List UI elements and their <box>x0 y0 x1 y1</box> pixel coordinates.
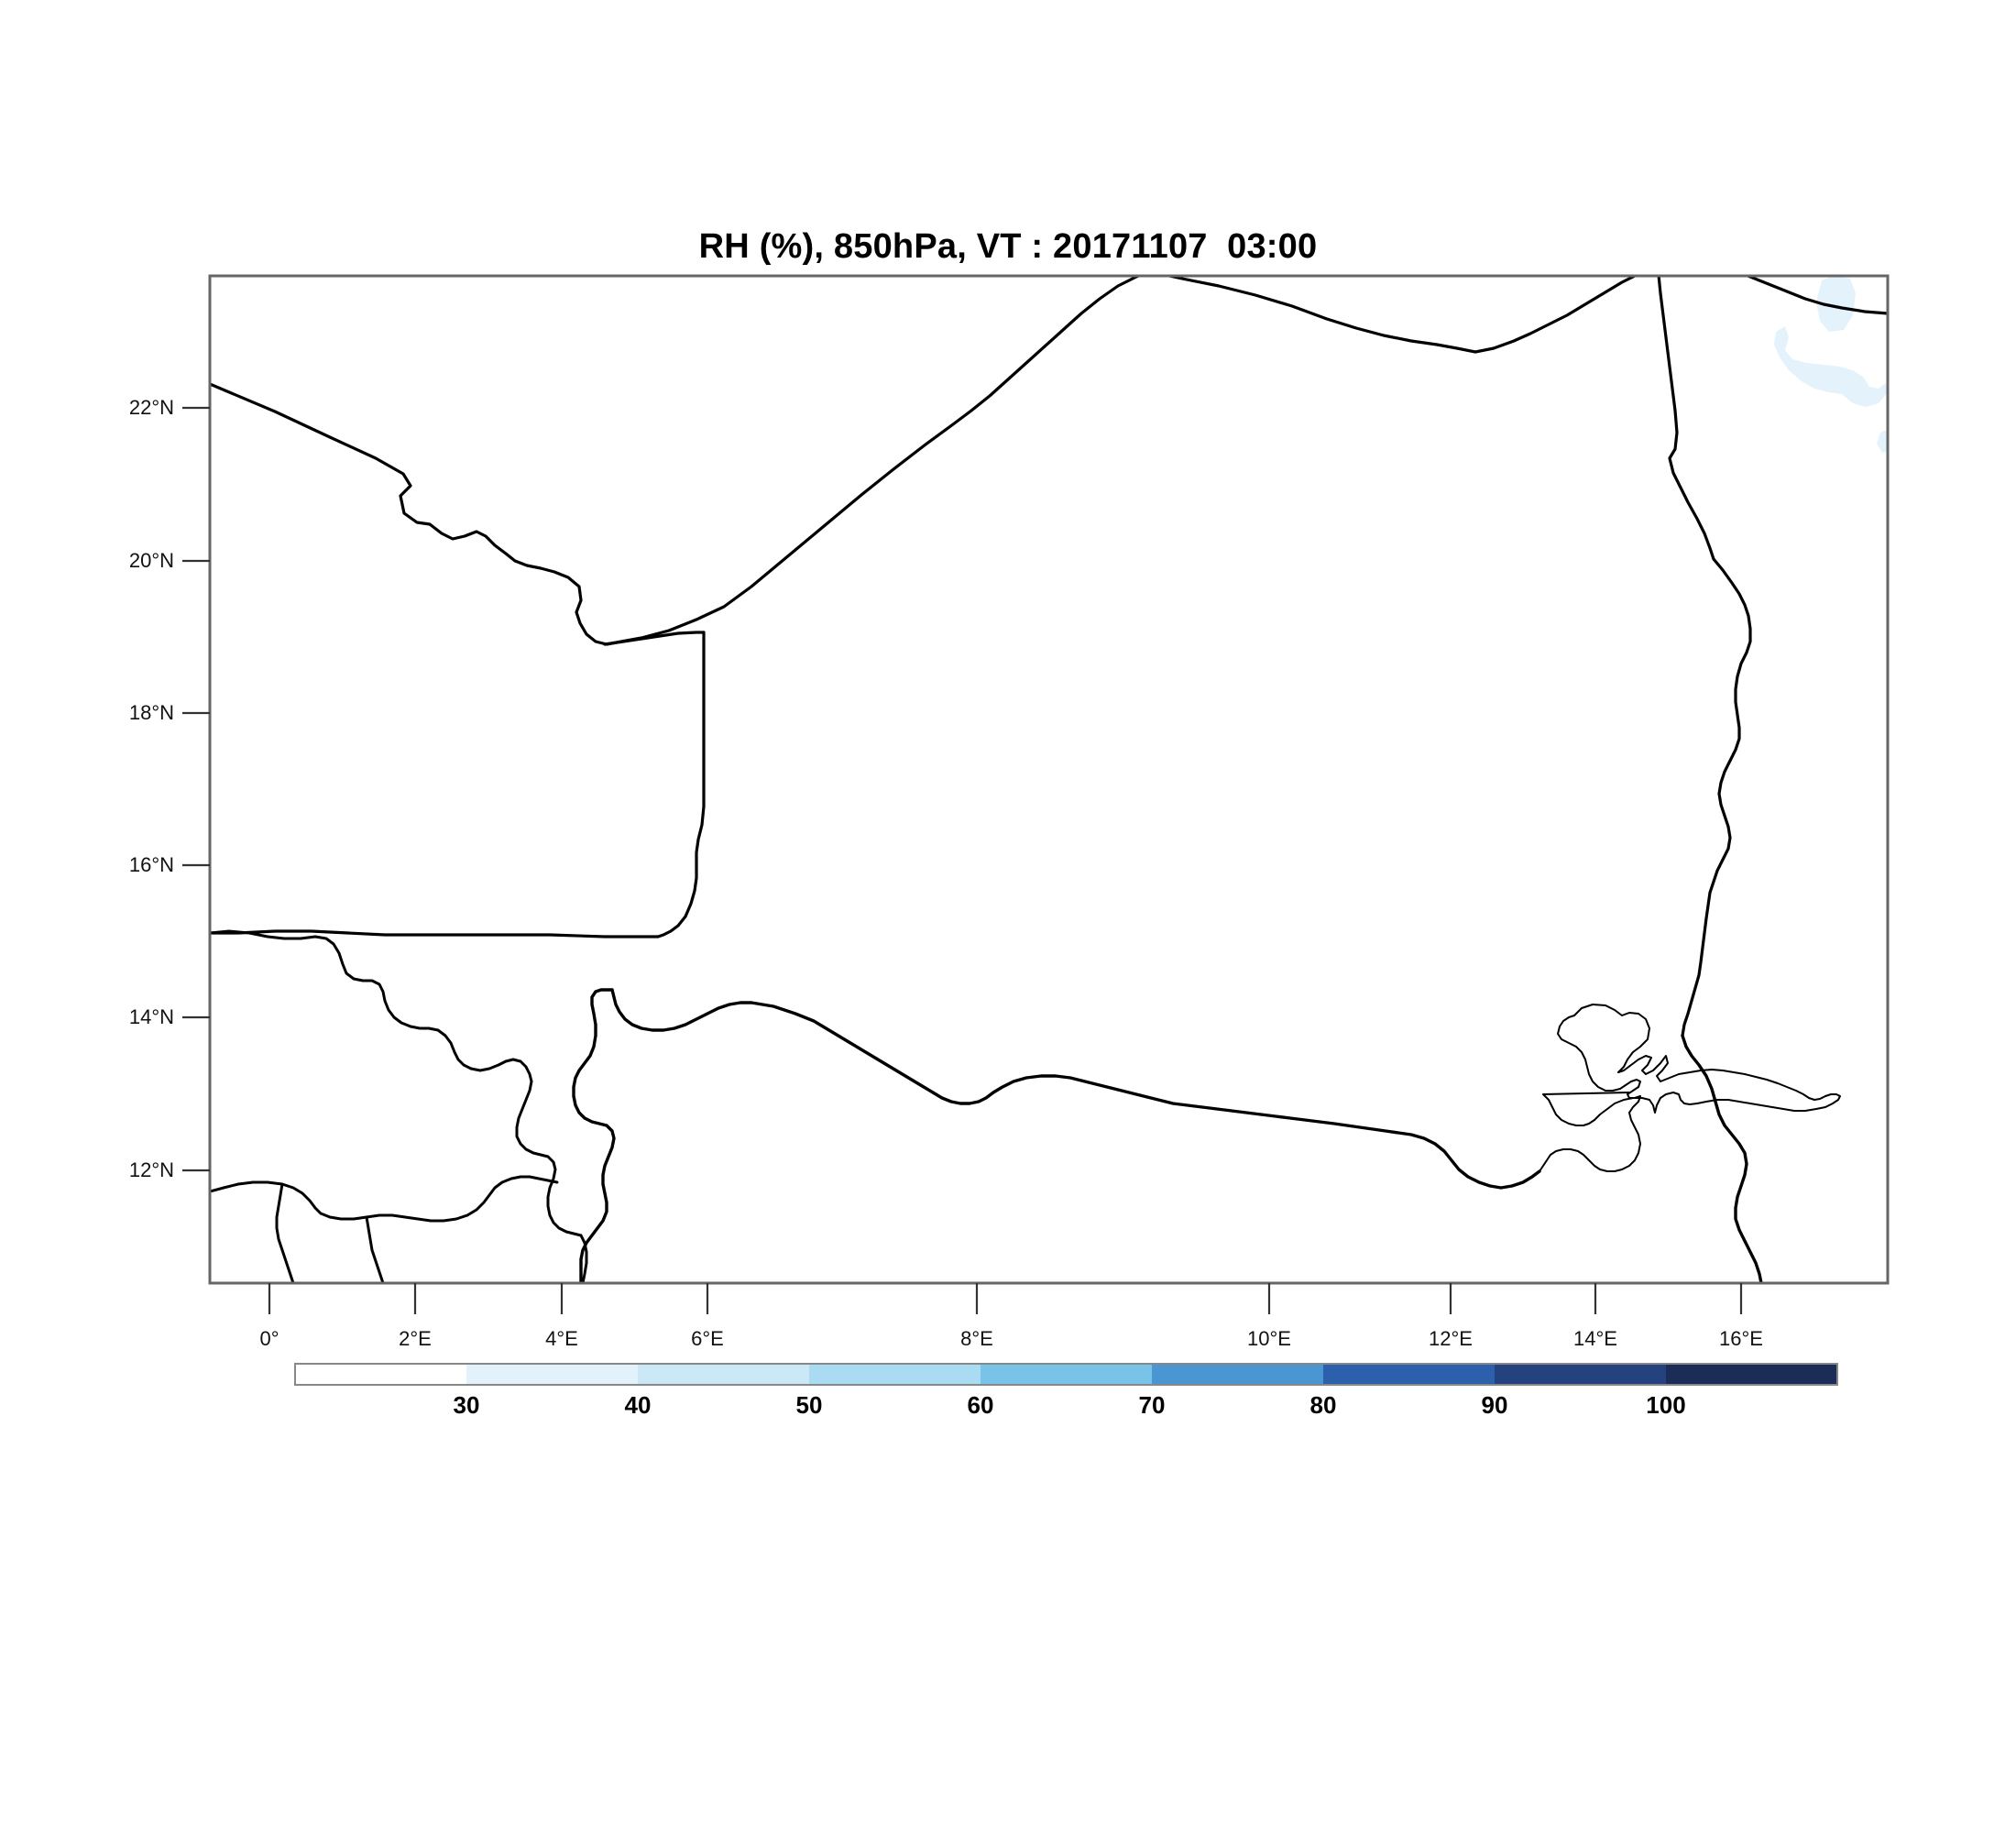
border-niger-mali-vertical <box>656 631 706 938</box>
border-sw-lower <box>210 1175 559 1223</box>
x-tick-label-12E: 12°E <box>1429 1327 1473 1350</box>
border-nigeria-benin-south <box>579 1234 588 1283</box>
x-axis-ticks <box>268 1283 1743 1314</box>
page-title: RH (%), 850hPa, VT : 20171107 03:00 <box>698 227 1318 266</box>
border-nigeria-west-internal <box>365 1215 385 1283</box>
colorbar-tick-80: 80 <box>1309 1391 1337 1419</box>
lake-chad-west-shore <box>1539 1015 1641 1172</box>
x-tick-label-4E: 4°E <box>545 1327 578 1350</box>
y-tick-label-12N: 12°N <box>128 1158 174 1181</box>
border-burkina-mali <box>210 929 533 1083</box>
border-benin-togo-internal <box>275 1182 295 1283</box>
rh-shading-patch-ne <box>1816 276 1856 332</box>
x-tick-label-2E: 2°E <box>399 1327 432 1350</box>
border-benin-segment <box>515 1080 583 1237</box>
y-tick-label-20N: 20°N <box>128 549 174 572</box>
x-tick-label-0: 0° <box>259 1327 279 1350</box>
border-niger-chad <box>1657 276 1752 1037</box>
x-tick-label-6E: 6°E <box>691 1327 724 1350</box>
x-tick-label-10E: 10°E <box>1247 1327 1291 1350</box>
border-mali-algeria-join <box>603 631 706 646</box>
y-tick-label-18N: 18°N <box>128 701 174 724</box>
rh-shading-patch-east-edge <box>1877 429 1888 453</box>
border-niger-north <box>210 276 1143 646</box>
colorbar-tick-50: 50 <box>795 1391 823 1419</box>
colorbar-tick-90: 90 <box>1481 1391 1508 1419</box>
colorbar-tick-30: 30 <box>453 1391 480 1419</box>
colorbar-tick-100: 100 <box>1646 1391 1686 1419</box>
rh-shading-patch-band <box>1774 326 1888 407</box>
map-background <box>210 276 1888 1283</box>
y-tick-label-14N: 14°N <box>128 1005 174 1028</box>
border-niger-southwest <box>572 988 616 1283</box>
colorbar-tick-40: 40 <box>624 1391 652 1419</box>
border-niger-nigeria-south <box>610 988 1541 1190</box>
y-axis-ticks <box>182 406 210 1172</box>
x-tick-label-14E: 14°E <box>1573 1327 1617 1350</box>
border-niger-libya <box>1163 276 1888 354</box>
y-tick-label-22N: 22°N <box>128 396 174 419</box>
x-tick-label-16E: 16°E <box>1719 1327 1763 1350</box>
y-tick-label-16N: 16°N <box>128 853 174 876</box>
map-frame-outline <box>208 274 1890 1285</box>
border-niger-nigeria-east <box>1681 1034 1763 1283</box>
border-mali-niger-horizontal <box>210 929 660 938</box>
colorbar-tick-60: 60 <box>967 1391 994 1419</box>
colorbar-tick-70: 70 <box>1138 1391 1166 1419</box>
x-tick-label-8E: 8°E <box>960 1327 993 1350</box>
